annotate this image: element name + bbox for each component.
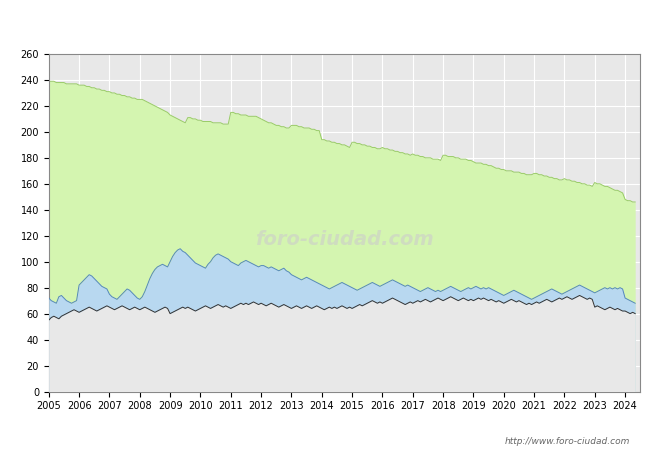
Text: http://www.foro-ciudad.com: http://www.foro-ciudad.com bbox=[505, 436, 630, 446]
Text: Tarazona de Guareña - Evolucion de la poblacion en edad de Trabajar Mayo de 2024: Tarazona de Guareña - Evolucion de la po… bbox=[31, 14, 619, 27]
Text: foro-ciudad.com: foro-ciudad.com bbox=[255, 230, 434, 249]
